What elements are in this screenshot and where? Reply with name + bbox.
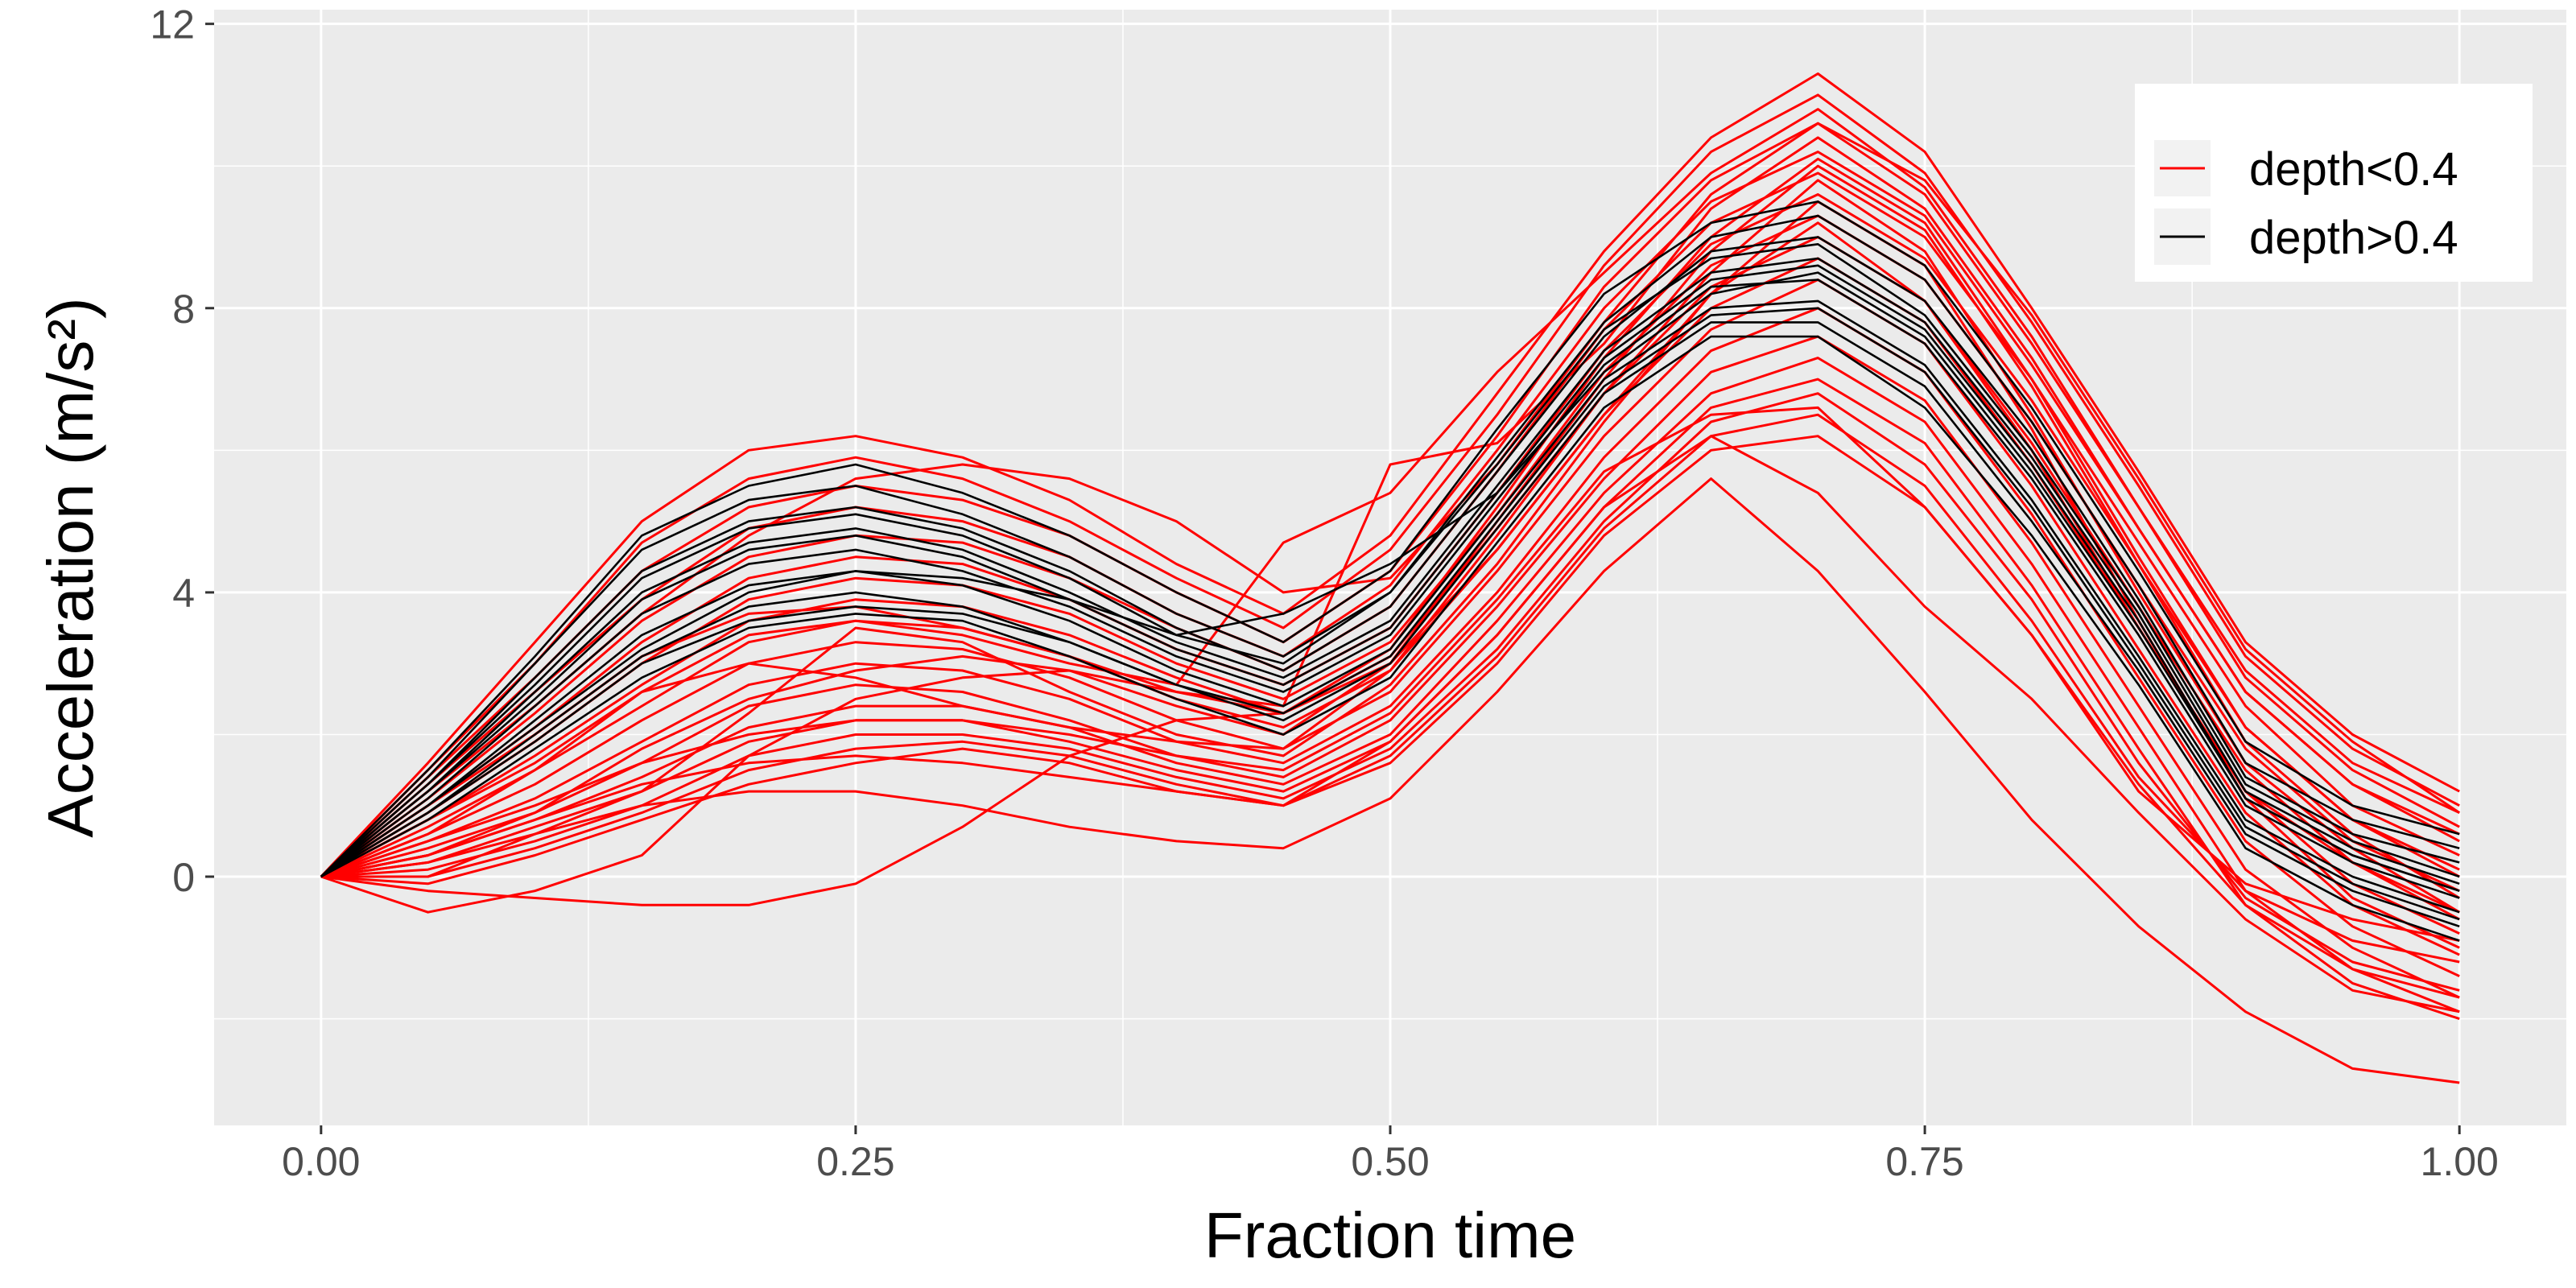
- x-axis-title: Fraction time: [1204, 1199, 1576, 1271]
- series-line-depth-gt: [320, 200, 2460, 877]
- series-line-depth-lt: [320, 108, 2460, 878]
- series-group: [320, 200, 2460, 942]
- series-line-depth-lt: [320, 392, 2460, 992]
- series-line-depth-gt: [320, 279, 2460, 899]
- x-tick-label: 0.75: [1885, 1139, 1963, 1184]
- series-line-depth-gt: [320, 321, 2460, 928]
- series-line-depth-lt: [320, 122, 2461, 878]
- x-tick-label: 1.00: [2421, 1139, 2499, 1184]
- series-line-depth-lt: [320, 72, 2460, 878]
- series-line-depth-lt: [320, 477, 2460, 1084]
- y-tick-label: 12: [150, 2, 195, 47]
- tick-labels: 0.00 0.25 0.50 0.75 1.00 0 4 8 12: [150, 2, 2498, 1184]
- x-tick-label: 0.25: [816, 1139, 894, 1184]
- series-line-depth-gt: [320, 257, 2460, 886]
- series-line-depth-gt: [320, 271, 2460, 892]
- legend: depth<0.4 depth>0.4: [2135, 84, 2533, 282]
- series-line-depth-lt: [320, 435, 2460, 1013]
- series-line-depth-lt: [320, 435, 2460, 942]
- axis-ticks: [205, 23, 2461, 1134]
- series-line-depth-lt: [320, 279, 2460, 956]
- legend-label-depth-lt: depth<0.4: [2249, 143, 2458, 196]
- x-tick-label: 0.00: [282, 1139, 360, 1184]
- series-line-depth-lt: [320, 307, 2460, 977]
- series-line-depth-lt: [320, 357, 2460, 1013]
- y-tick-label: 8: [172, 287, 195, 332]
- series-line-depth-gt: [320, 307, 2460, 921]
- series-layer: [320, 72, 2461, 1084]
- series-line-depth-lt: [320, 136, 2460, 878]
- y-tick-label: 0: [172, 855, 195, 900]
- series-line-depth-lt: [320, 335, 2460, 999]
- series-line-depth-lt: [320, 406, 2460, 999]
- x-tick-label: 0.50: [1351, 1139, 1429, 1184]
- series-line-depth-lt: [320, 179, 2460, 914]
- y-tick-label: 4: [172, 571, 195, 616]
- series-line-depth-gt: [320, 236, 2460, 877]
- series-line-depth-gt: [320, 242, 2460, 878]
- series-line-depth-lt: [320, 200, 2460, 949]
- series-line-depth-gt: [320, 335, 2460, 942]
- series-line-depth-lt: [320, 93, 2460, 878]
- series-line-depth-lt: [320, 413, 2460, 964]
- series-line-depth-gt: [320, 299, 2460, 914]
- y-axis-title: Acceleration (m/s²): [35, 297, 106, 837]
- legend-label-depth-gt: depth>0.4: [2249, 212, 2458, 264]
- series-line-depth-gt: [320, 264, 2460, 892]
